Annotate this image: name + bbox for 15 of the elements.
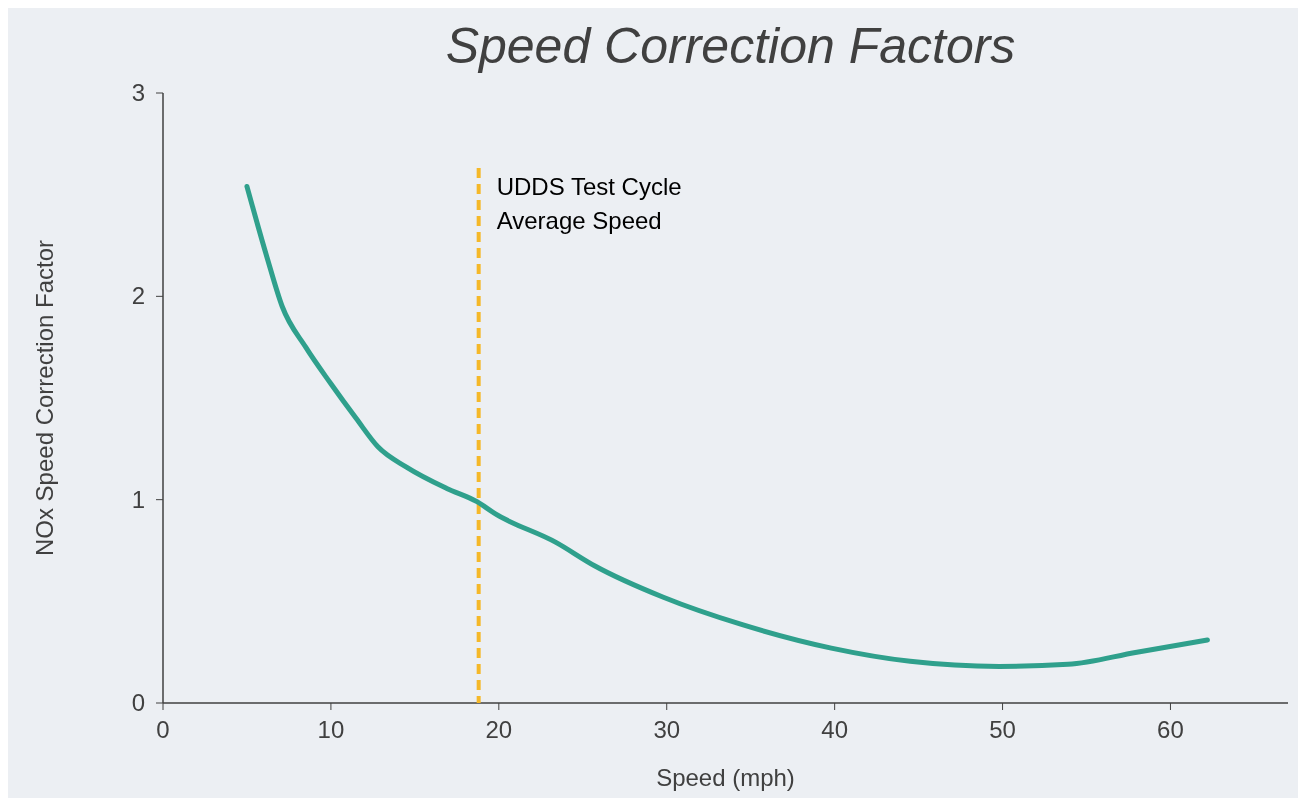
y-tick-label: 3	[131, 79, 145, 106]
x-tick-label: 20	[485, 716, 513, 743]
y-tick-label: 0	[131, 689, 145, 716]
x-tick-label: 40	[821, 716, 848, 743]
chart-title: Speed Correction Factors	[445, 18, 1016, 74]
x-tick-label: 10	[317, 716, 345, 743]
y-tick-label: 2	[131, 282, 145, 310]
x-tick-label: 0	[156, 716, 170, 743]
x-tick-label: 60	[1157, 716, 1184, 743]
x-axis-title: Speed (mph)	[656, 764, 795, 791]
x-tick-label: 30	[653, 716, 681, 743]
ref-line-label: UDDS Test Cycle Average Speed	[496, 173, 682, 234]
y-tick-label: 1	[131, 485, 145, 513]
y-axis-title: NOx Speed Correction Factor	[31, 239, 58, 557]
x-tick-label: 50	[989, 716, 1016, 743]
